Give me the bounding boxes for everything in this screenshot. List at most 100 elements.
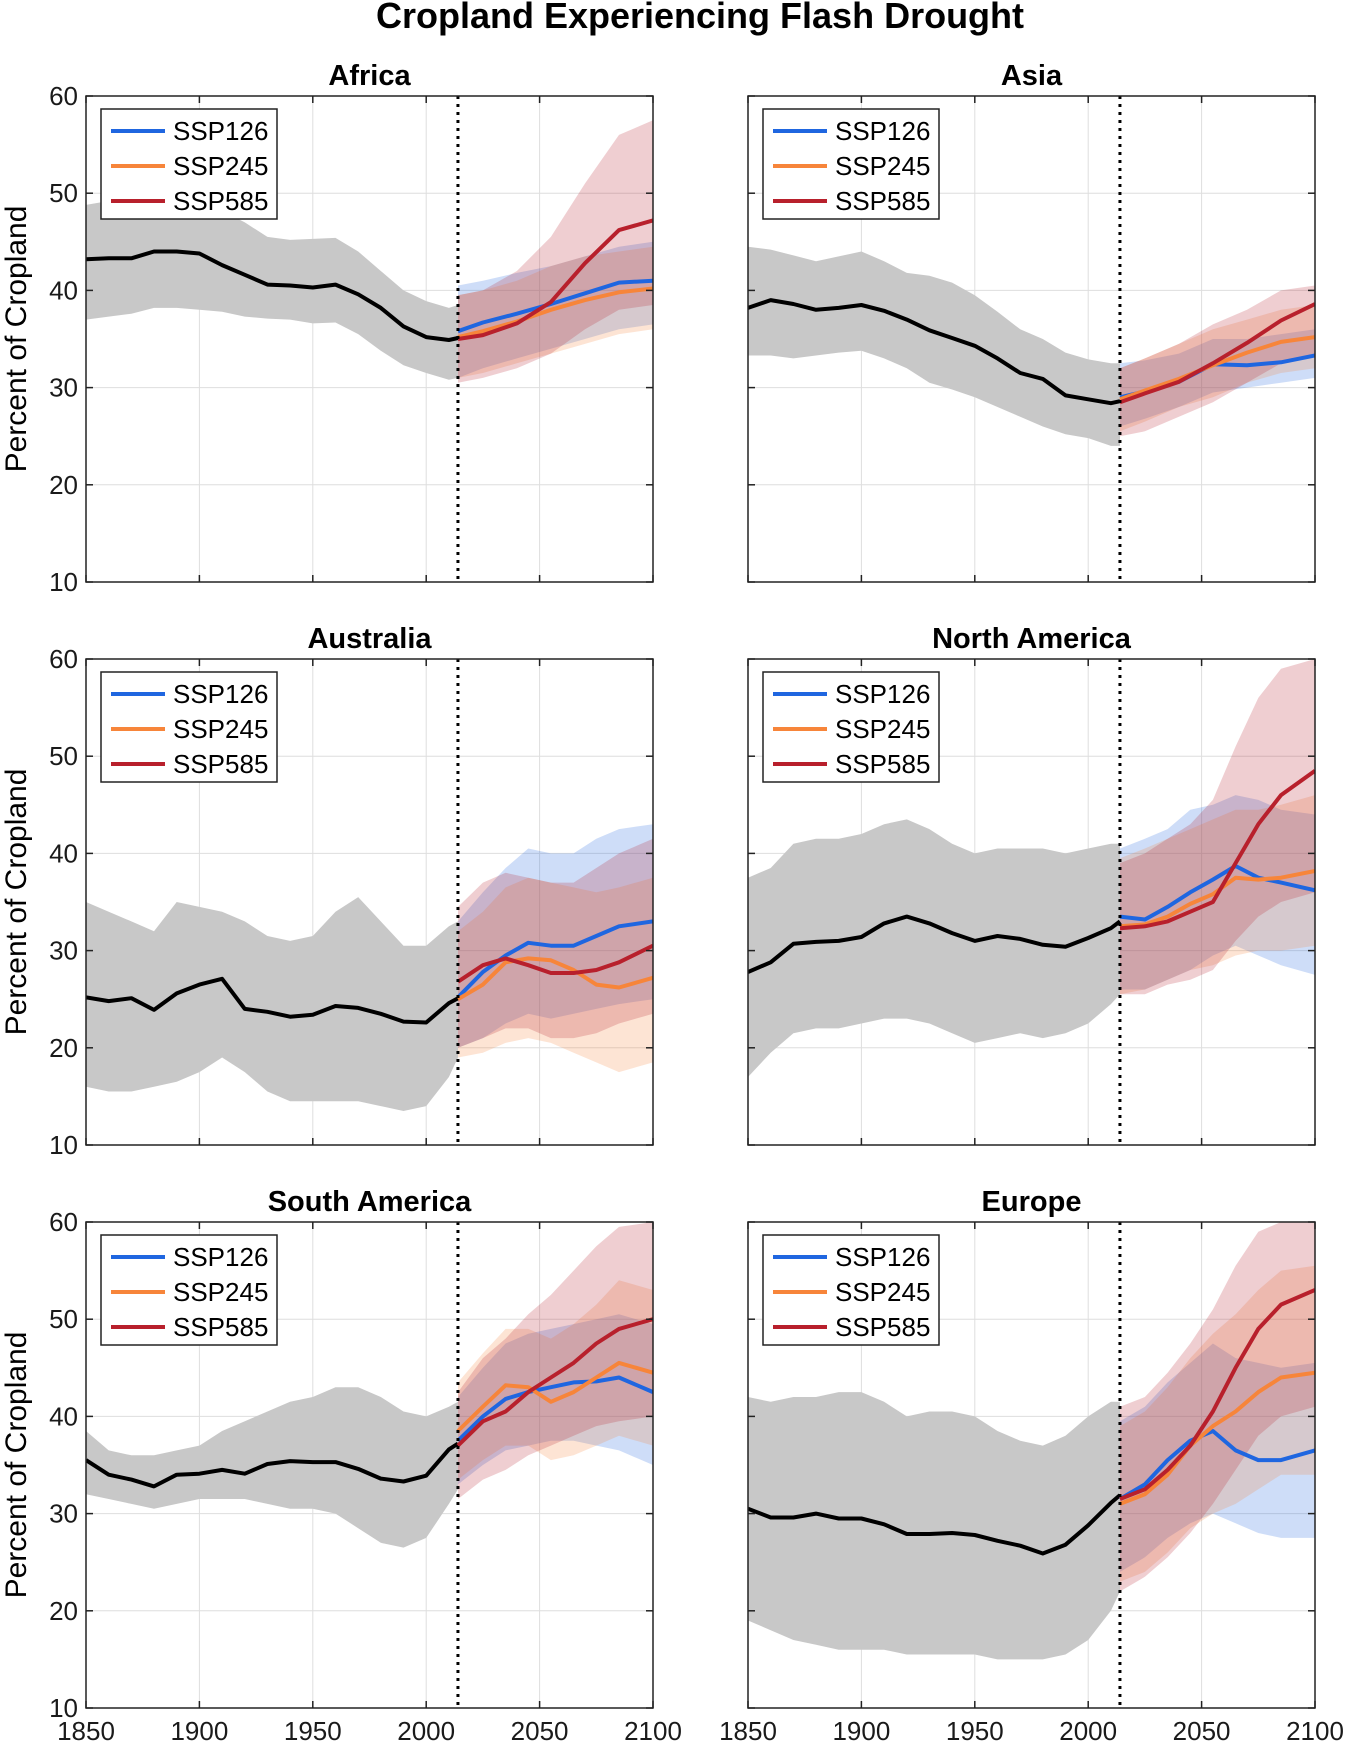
legend-label-ssp126: SSP126 — [835, 116, 930, 146]
ytick-label: 50 — [49, 1304, 78, 1334]
legend-label-ssp126: SSP126 — [173, 1242, 268, 1272]
ssp585-band-north-america — [1120, 659, 1315, 995]
ytick-label: 10 — [49, 567, 78, 597]
ssp245-band-asia — [1120, 305, 1315, 432]
legend-label-ssp585: SSP585 — [835, 186, 930, 216]
ytick-label: 60 — [49, 1207, 78, 1237]
historical-band-asia — [748, 246, 1120, 446]
ssp585-line-europe — [1119, 1288, 1315, 1501]
ssp245-line-africa — [457, 286, 653, 340]
ssp245-line-europe — [1119, 1370, 1315, 1506]
ssp126-line-north-america — [1119, 864, 1315, 922]
ssp585-band-australia — [458, 838, 653, 1048]
ytick-label: 10 — [49, 1693, 78, 1723]
xtick-label: 1950 — [946, 1716, 1004, 1746]
panels-container: 10 20 30 40 50 60 Africa Percent of Cropland SSP… — [0, 60, 1344, 1746]
xtick-label: 1850 — [719, 1716, 777, 1746]
historical-line-europe — [748, 1493, 1122, 1556]
legend-label-ssp245: SSP245 — [173, 1277, 268, 1307]
xtick-label: 2050 — [1173, 1716, 1231, 1746]
panel-title: Asia — [1001, 60, 1063, 92]
panel-title: Europe — [982, 1186, 1082, 1218]
ssp245-line-north-america — [1119, 868, 1315, 929]
historical-band-south-america — [86, 1387, 458, 1548]
historical-line-asia — [748, 298, 1121, 406]
legend-north-america: SSP126 SSP245 SSP585 — [762, 671, 940, 783]
legend-label-ssp126: SSP126 — [835, 1242, 930, 1272]
ssp245-line-australia — [456, 956, 653, 1001]
ytick-label: 60 — [49, 644, 78, 674]
legend-label-ssp245: SSP245 — [173, 714, 268, 744]
ytick-label: 40 — [49, 275, 78, 305]
legend-label-ssp585: SSP585 — [835, 749, 930, 779]
ssp585-line-asia — [1119, 302, 1315, 405]
panel-title: Africa — [328, 60, 411, 92]
xtick-label: 2000 — [1059, 1716, 1117, 1746]
ytick-label: 30 — [49, 936, 78, 966]
panel-africa: 10 20 30 40 50 60 Africa Percent of Cropland SSP… — [0, 60, 654, 597]
xtick-label: 1850 — [57, 1716, 115, 1746]
historical-line-south-america — [86, 1441, 460, 1489]
ssp126-band-asia — [1120, 329, 1315, 427]
legend-asia: SSP126 SSP245 SSP585 — [762, 108, 940, 220]
axes-box-europe — [747, 1221, 1316, 1709]
xtick-label: 2050 — [511, 1716, 569, 1746]
historical-band-north-america — [748, 819, 1120, 1077]
axes-box-north-america — [747, 658, 1316, 1146]
xtick-label: 1900 — [832, 1716, 890, 1746]
legend-south-america: SSP126 SSP245 SSP585 — [100, 1234, 278, 1346]
legend-africa: SSP126 SSP245 SSP585 — [100, 108, 278, 220]
legend-label-ssp245: SSP245 — [835, 1277, 930, 1307]
ssp126-line-europe — [1118, 1429, 1315, 1501]
ytick-label: 60 — [49, 81, 78, 111]
xtick-label: 2100 — [624, 1716, 682, 1746]
ssp585-band-south-america — [458, 1222, 653, 1499]
historical-band-europe — [748, 1392, 1120, 1660]
ssp245-band-south-america — [458, 1280, 653, 1480]
historical-line-africa — [86, 249, 459, 342]
ytick-label: 50 — [49, 741, 78, 771]
legend-australia: SSP126 SSP245 SSP585 — [100, 671, 278, 783]
ssp585-band-africa — [458, 120, 653, 383]
ssp126-line-south-america — [456, 1375, 653, 1443]
xtick-label: 2000 — [397, 1716, 455, 1746]
ssp126-band-europe — [1120, 1343, 1315, 1572]
ytick-label: 40 — [49, 1401, 78, 1431]
axes-box-australia — [85, 658, 654, 1146]
axes-box-south-america — [85, 1221, 654, 1709]
historical-line-north-america — [748, 914, 1122, 974]
axes-box-africa — [85, 95, 654, 583]
legend-label-ssp585: SSP585 — [835, 1312, 930, 1342]
ssp245-band-africa — [458, 246, 653, 378]
figure-title: Cropland Experiencing Flash Drought — [376, 0, 1024, 36]
legend-label-ssp585: SSP585 — [173, 749, 268, 779]
panel-europe: 1850 1900 1950 2000 2050 2100 Europe SSP126 SSP2… — [719, 1186, 1344, 1746]
ssp585-line-north-america — [1119, 769, 1315, 931]
legend-label-ssp245: SSP245 — [835, 714, 930, 744]
panel-title: Australia — [307, 623, 432, 655]
legend-label-ssp585: SSP585 — [173, 1312, 268, 1342]
panel-south-america: 10 20 30 40 50 60 1850 1900 1950 2000 2050 2100 Sout… — [0, 1186, 682, 1746]
panel-title: North America — [932, 623, 1132, 655]
ytick-label: 50 — [49, 178, 78, 208]
legend-label-ssp126: SSP126 — [835, 679, 930, 709]
ytick-label: 20 — [49, 470, 78, 500]
y-axis-label: Percent of Cropland — [0, 206, 33, 473]
ssp126-band-australia — [458, 824, 653, 1048]
ytick-label: 20 — [49, 1033, 78, 1063]
legend-europe: SSP126 SSP245 SSP585 — [762, 1234, 940, 1346]
historical-band-africa — [86, 196, 458, 380]
panel-title: South America — [268, 1186, 472, 1218]
legend-label-ssp585: SSP585 — [173, 186, 268, 216]
xtick-label: 1900 — [170, 1716, 228, 1746]
axes-box-asia — [747, 95, 1316, 583]
ytick-label: 10 — [49, 1130, 78, 1160]
y-axis-label: Percent of Cropland — [0, 1332, 33, 1599]
ytick-label: 30 — [49, 373, 78, 403]
historical-line-australia — [86, 976, 459, 1025]
ytick-label: 20 — [49, 1596, 78, 1626]
xtick-label: 2100 — [1286, 1716, 1344, 1746]
ytick-label: 40 — [49, 838, 78, 868]
ssp585-line-africa — [457, 218, 653, 341]
